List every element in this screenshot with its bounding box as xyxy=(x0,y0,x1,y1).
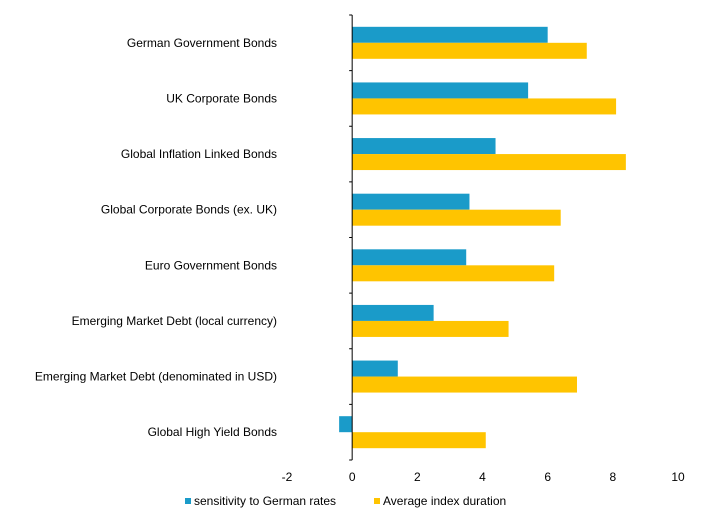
category-label: Euro Government Bonds xyxy=(145,258,277,272)
x-tick-label: 6 xyxy=(544,470,551,484)
bars-group xyxy=(339,26,626,449)
bar-duration-3 xyxy=(352,209,561,226)
x-tick-label: 8 xyxy=(609,470,616,484)
x-tick-label: 4 xyxy=(479,470,486,484)
bar-sensitivity-3 xyxy=(352,193,470,210)
bar-duration-0 xyxy=(352,42,587,59)
category-label: Global Corporate Bonds (ex. UK) xyxy=(101,203,277,217)
category-label: German Government Bonds xyxy=(127,36,277,50)
legend-swatch xyxy=(185,498,191,504)
bar-duration-1 xyxy=(352,98,617,115)
bar-duration-6 xyxy=(352,376,577,393)
bar-sensitivity-7 xyxy=(339,416,353,433)
bar-duration-5 xyxy=(352,320,509,337)
bar-sensitivity-5 xyxy=(352,304,434,321)
tick-labels: -2 0 2 4 6 8 10 xyxy=(282,470,685,484)
bar-duration-7 xyxy=(352,432,486,449)
bar-sensitivity-2 xyxy=(352,138,496,155)
category-label: Emerging Market Debt (local currency) xyxy=(72,314,277,328)
x-tick-label: 0 xyxy=(349,470,356,484)
legend-label: sensitivity to German rates xyxy=(194,494,336,508)
legend-label: Average index duration xyxy=(383,494,506,508)
legend-swatch xyxy=(374,498,380,504)
category-label: UK Corporate Bonds xyxy=(166,91,277,105)
legend: sensitivity to German rates Average index… xyxy=(185,494,506,508)
x-tick-label: 2 xyxy=(414,470,421,484)
category-label: Global Inflation Linked Bonds xyxy=(121,147,277,161)
x-tick-label: -2 xyxy=(282,470,293,484)
category-label: Emerging Market Debt (denominated in USD… xyxy=(35,370,277,384)
category-label: Global High Yield Bonds xyxy=(148,425,277,439)
bar-sensitivity-6 xyxy=(352,360,398,377)
axes-group xyxy=(349,14,353,461)
x-tick-label: 10 xyxy=(671,470,685,484)
category-labels: German Government Bonds UK Corporate Bond… xyxy=(35,36,277,439)
bar-duration-4 xyxy=(352,265,555,282)
bar-sensitivity-1 xyxy=(352,82,529,99)
bar-sensitivity-0 xyxy=(352,26,548,43)
bar-duration-2 xyxy=(352,154,626,171)
bar-sensitivity-4 xyxy=(352,249,467,266)
